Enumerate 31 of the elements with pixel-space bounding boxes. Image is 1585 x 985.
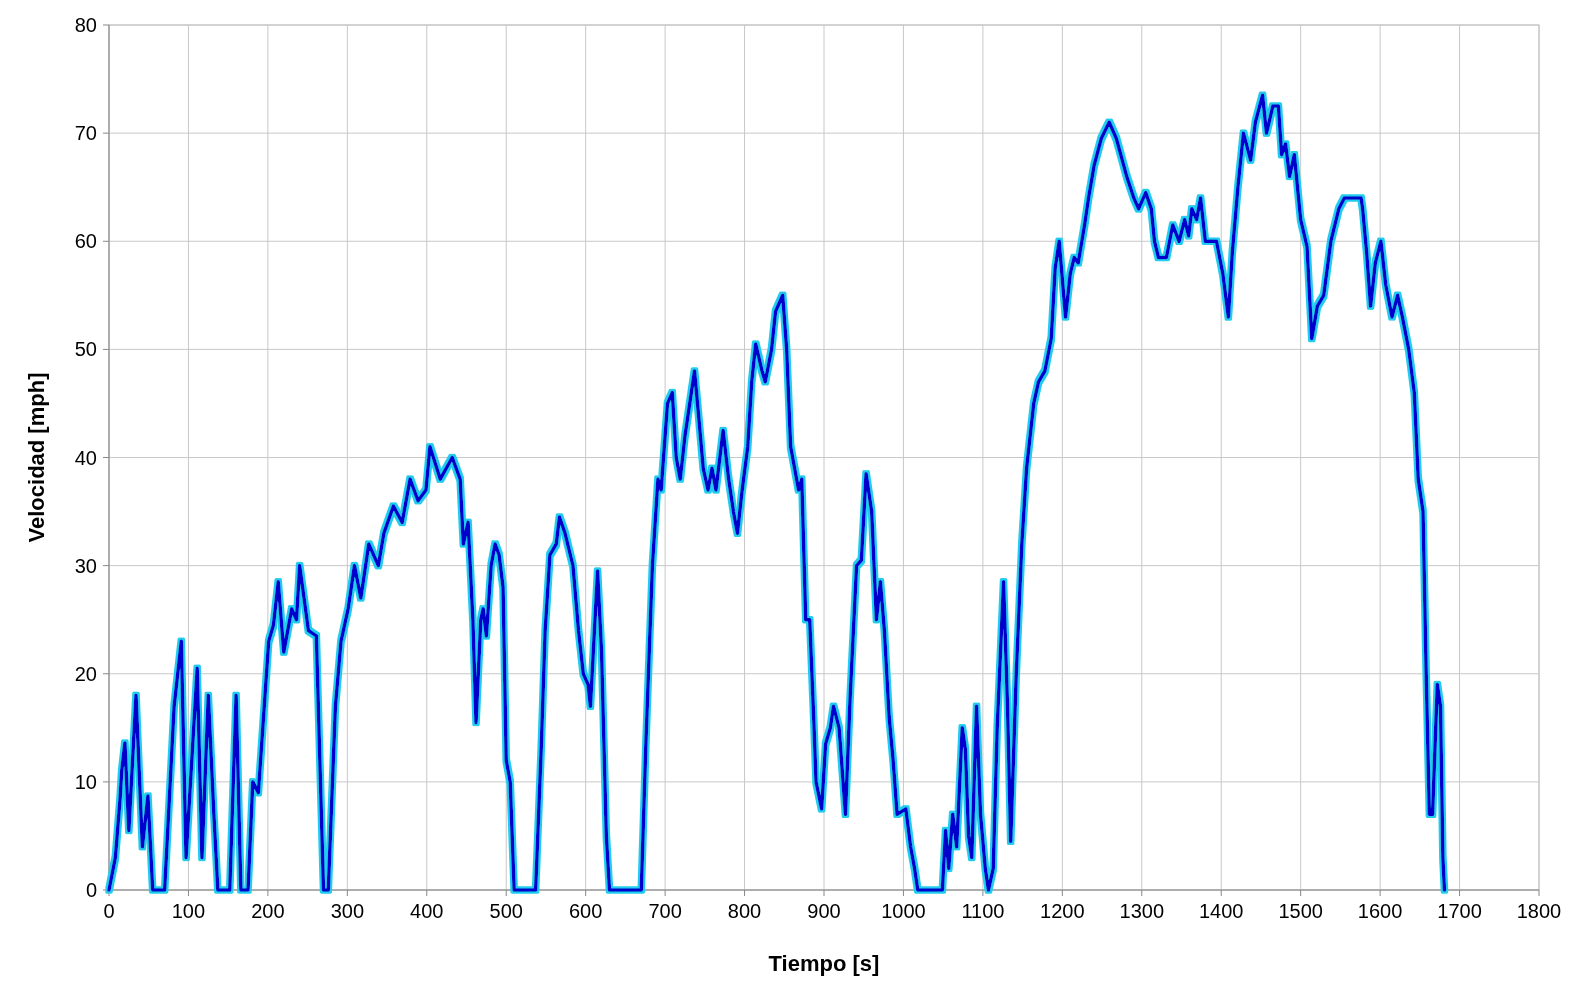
x-tick-label: 100 (171, 900, 206, 922)
x-tick-label: 1100 (961, 900, 1005, 922)
x-tick-label: 500 (489, 900, 523, 922)
line-series (107, 93, 1447, 892)
x-tick-label: 700 (648, 900, 682, 922)
y-tick-label: 10 (74, 770, 97, 793)
x-tick-label: 300 (330, 900, 365, 922)
y-tick-label: 0 (85, 879, 97, 901)
x-tick-label: 1300 (1119, 900, 1165, 922)
x-tick-label: 800 (727, 900, 762, 922)
x-tick-label: 0 (103, 900, 115, 922)
x-tick-label: 1800 (1516, 900, 1562, 922)
x-tick-label: 1200 (1040, 900, 1085, 922)
y-axis-title: Velocidad [mph] (24, 372, 49, 543)
x-tick-label: 900 (807, 900, 841, 922)
y-tick-label: 50 (74, 338, 97, 361)
y-tick-label: 70 (74, 122, 97, 145)
x-tick-label: 1700 (1437, 900, 1482, 922)
x-tick-label: 600 (568, 900, 603, 922)
y-tick-label: 40 (74, 446, 97, 469)
y-tick-label: 30 (74, 554, 97, 577)
x-tick-label: 1600 (1357, 900, 1403, 922)
x-tick-label: 1400 (1198, 900, 1244, 922)
y-tick-label: 60 (74, 230, 97, 253)
y-tick-label: 80 (74, 14, 97, 36)
x-tick-label: 1000 (881, 900, 926, 922)
y-tick-label: 20 (74, 662, 97, 685)
x-tick-label: 400 (410, 900, 444, 922)
x-tick-label: 200 (251, 900, 285, 922)
x-axis-title: Tiempo [s] (768, 951, 880, 976)
x-tick-label: 1500 (1278, 900, 1323, 922)
